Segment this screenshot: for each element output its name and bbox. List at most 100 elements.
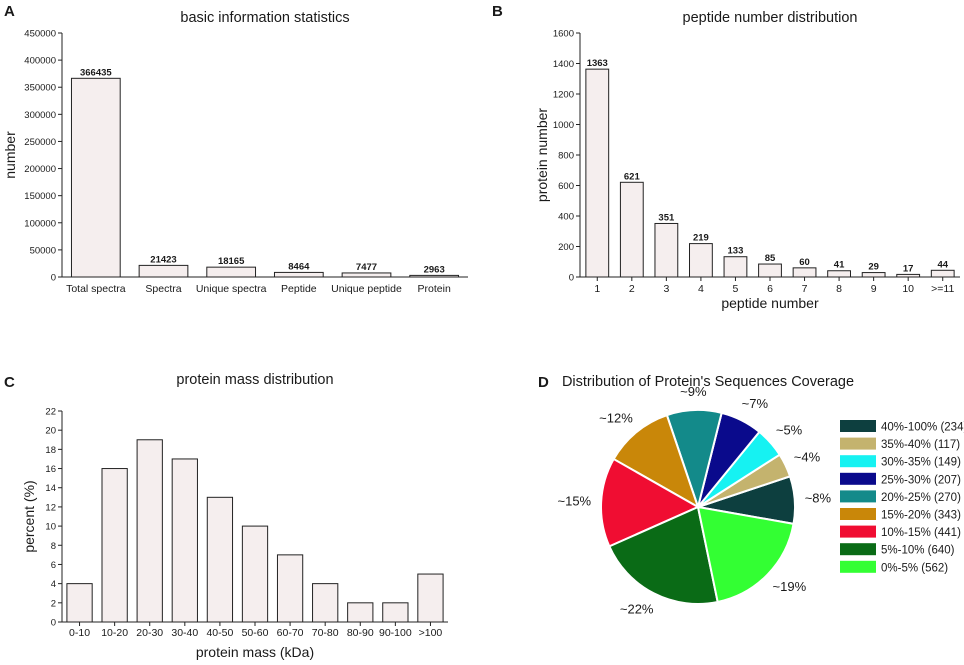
legend-entry: 40%-100% (234) bbox=[881, 422, 964, 434]
y-tick-label: 0 bbox=[569, 273, 574, 284]
bar bbox=[792, 267, 817, 278]
legend-entry: 25%-30% (207) bbox=[881, 474, 961, 486]
x-tick-label: 4 bbox=[698, 283, 704, 295]
panel-letter-c: C bbox=[4, 374, 15, 391]
bar bbox=[276, 554, 304, 623]
bar bbox=[138, 264, 189, 278]
x-axis-label: peptide number bbox=[721, 295, 819, 311]
data-label: 351 bbox=[658, 212, 675, 223]
legend-entry: 5%-10% (640) bbox=[881, 545, 955, 557]
slice-label: ~9% bbox=[680, 384, 707, 399]
y-tick-label: 1400 bbox=[553, 59, 574, 70]
chart-title: protein mass distribution bbox=[176, 372, 333, 388]
legend-swatch bbox=[840, 455, 876, 468]
bar bbox=[382, 602, 409, 623]
legend-swatch bbox=[840, 508, 876, 520]
bar bbox=[70, 77, 121, 278]
slice-label: ~15% bbox=[558, 493, 592, 508]
y-tick-label: 50000 bbox=[30, 245, 56, 256]
x-tick-label: >100 bbox=[419, 627, 443, 639]
panel-letter-a: A bbox=[4, 3, 15, 20]
legend-entry: 35%-40% (117) bbox=[881, 439, 960, 451]
x-axis-label: protein mass (kDa) bbox=[196, 644, 314, 660]
bar bbox=[171, 458, 198, 623]
bar bbox=[241, 525, 269, 623]
x-tick-label: 9 bbox=[871, 283, 877, 295]
slice-label: ~8% bbox=[805, 491, 832, 506]
y-tick-label: 200 bbox=[558, 242, 574, 253]
y-axis-label: number bbox=[2, 131, 18, 179]
y-tick-label: 1600 bbox=[553, 29, 574, 40]
data-label: 44 bbox=[937, 259, 948, 270]
bar bbox=[896, 273, 921, 278]
slice-label: ~5% bbox=[776, 423, 803, 438]
legend-swatch bbox=[840, 472, 876, 485]
data-label: 85 bbox=[765, 253, 776, 264]
data-label: 7477 bbox=[356, 262, 377, 273]
y-tick-label: 20 bbox=[45, 426, 56, 437]
panel-a: A basic information statistics number 0 5… bbox=[2, 3, 468, 295]
panel-c: C protein mass distribution percent (%) … bbox=[4, 372, 448, 660]
y-tick-label: 400 bbox=[558, 212, 574, 223]
x-tick-label: Unique peptide bbox=[331, 283, 402, 295]
x-tick-label: 60-70 bbox=[277, 627, 304, 639]
x-tick-label: 0-10 bbox=[69, 627, 90, 639]
bar bbox=[723, 256, 748, 278]
x-tick-label: 3 bbox=[663, 283, 669, 295]
x-tick-label: 70-80 bbox=[312, 627, 339, 639]
y-tick-label: 250000 bbox=[24, 137, 56, 148]
bar bbox=[66, 583, 93, 623]
y-tick-label: 350000 bbox=[24, 83, 56, 94]
bar bbox=[409, 274, 460, 278]
data-label: 29 bbox=[868, 262, 879, 273]
panel-letter-d: D bbox=[538, 374, 549, 391]
bar bbox=[341, 272, 392, 278]
x-tick-label: 2 bbox=[629, 283, 635, 295]
x-tick-label: Unique spectra bbox=[196, 283, 267, 295]
y-tick-label: 6 bbox=[51, 560, 56, 571]
y-tick-label: 1000 bbox=[553, 120, 574, 131]
data-label: 8464 bbox=[288, 261, 310, 272]
bar bbox=[827, 270, 851, 278]
legend-entry: 10%-15% (441) bbox=[881, 527, 961, 539]
x-tick-label: Total spectra bbox=[66, 283, 126, 295]
x-tick-label: Spectra bbox=[145, 283, 181, 295]
legend-entry: 20%-25% (270) bbox=[881, 492, 961, 504]
pie-slice bbox=[608, 505, 719, 605]
data-label: 18165 bbox=[218, 256, 245, 267]
x-tick-label: 20-30 bbox=[136, 627, 163, 639]
legend-swatch bbox=[840, 420, 876, 432]
data-label: 366435 bbox=[80, 67, 112, 78]
y-tick-label: 16 bbox=[45, 464, 56, 475]
data-label: 60 bbox=[799, 257, 810, 268]
data-label: 41 bbox=[834, 260, 845, 271]
pie-slice bbox=[612, 413, 700, 510]
bar bbox=[585, 68, 610, 278]
bar bbox=[347, 602, 374, 623]
y-tick-label: 450000 bbox=[24, 29, 56, 40]
slice-label: ~19% bbox=[773, 579, 807, 594]
bar bbox=[273, 271, 324, 278]
y-tick-label: 200000 bbox=[24, 164, 56, 175]
x-tick-label: >=11 bbox=[931, 283, 954, 295]
y-tick-label: 1200 bbox=[553, 90, 574, 101]
y-tick-label: 2 bbox=[51, 598, 56, 609]
panel-d: D Distribution of Protein's Sequences Co… bbox=[538, 374, 964, 616]
bar bbox=[654, 222, 679, 278]
x-tick-label: 1 bbox=[594, 283, 600, 295]
y-tick-label: 4 bbox=[51, 579, 56, 590]
bar bbox=[689, 243, 713, 278]
panel-b: B peptide number distribution protein nu… bbox=[492, 3, 960, 311]
data-label: 21423 bbox=[150, 254, 176, 265]
x-tick-label: 6 bbox=[767, 283, 773, 295]
data-label: 133 bbox=[728, 246, 744, 257]
panel-letter-b: B bbox=[492, 3, 503, 20]
y-tick-label: 10 bbox=[45, 522, 56, 533]
legend-swatch bbox=[840, 437, 876, 450]
y-tick-label: 400000 bbox=[24, 56, 56, 67]
x-tick-label: 90-100 bbox=[379, 627, 412, 639]
x-tick-label: 30-40 bbox=[171, 627, 198, 639]
bar bbox=[619, 181, 644, 278]
legend-entry: 15%-20% (343) bbox=[881, 510, 961, 522]
